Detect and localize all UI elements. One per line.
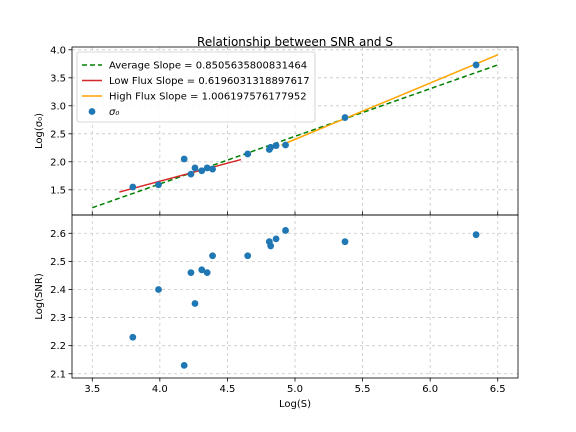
y-axis-label: Log(SNR) — [34, 273, 45, 320]
data-point — [267, 143, 275, 151]
data-point — [209, 252, 216, 260]
data-point — [129, 333, 137, 341]
data-point — [282, 141, 289, 149]
legend: Average Slope = 0.8505635800831464 Low Fl… — [76, 51, 316, 123]
data-point — [244, 150, 252, 158]
data-point — [203, 164, 211, 172]
fit-line-2 — [281, 54, 499, 146]
data-point — [341, 114, 349, 121]
top-panel: 1.5 2.0 2.5 3.0 3.5 4.0 Log(σ₀) Average Slope =… — [34, 45, 519, 216]
x-tick-label: 5.0 — [287, 384, 303, 395]
y-tick-label: 2.1 — [50, 369, 66, 380]
x-tick-label: 6.5 — [490, 384, 506, 395]
data-point — [180, 155, 188, 163]
data-point — [191, 300, 199, 307]
x-tick-label: 3.5 — [84, 384, 100, 395]
x-tick-label: 4.0 — [152, 384, 168, 395]
data-point — [282, 227, 289, 234]
data-point — [472, 61, 480, 69]
x-tick-label: 6.0 — [422, 384, 438, 395]
data-point — [198, 167, 206, 175]
x-tick-label: 5.5 — [355, 384, 371, 395]
y-tick-label: 4.0 — [50, 45, 66, 56]
data-point — [267, 242, 275, 250]
x-axis-label: Log(S) — [279, 399, 311, 410]
fit-line-1 — [119, 158, 242, 193]
data-point — [272, 235, 280, 243]
y-tick-label: 3.0 — [50, 101, 66, 112]
legend-entry-2: High Flux Slope = 1.006197576177952 — [109, 92, 307, 103]
y-tick-label: 2.6 — [50, 229, 66, 240]
data-point — [472, 231, 480, 239]
y-tick-label: 2.3 — [50, 313, 66, 324]
chart-title: Relationship between SNR and S — [197, 35, 393, 49]
data-point — [129, 183, 137, 191]
data-point — [187, 170, 195, 178]
legend-swatch-points — [88, 108, 96, 115]
legend-entry-1: Low Flux Slope = 0.6196031318897617 — [109, 76, 310, 87]
y-tick-label: 1.5 — [50, 185, 66, 196]
legend-box — [76, 51, 316, 123]
y-tick-label: 3.5 — [50, 73, 66, 84]
y-tick-label: 2.2 — [50, 341, 66, 352]
data-point — [209, 165, 216, 173]
x-tick-label: 4.5 — [219, 384, 235, 395]
data-point — [155, 181, 162, 189]
y-tick-label: 2.5 — [50, 129, 66, 140]
data-point — [180, 361, 188, 369]
legend-entry-points: σ₀ — [109, 107, 119, 118]
data-point — [198, 266, 206, 274]
bottom-panel: 2.1 2.2 2.3 2.4 2.5 2.6 Log(SNR) 3.5 4.0 4.5 5.0 5.… — [34, 214, 519, 395]
y-axis-label: Log(σ₀) — [34, 113, 45, 149]
data-point — [272, 142, 280, 149]
data-point — [244, 252, 252, 260]
data-point — [191, 164, 199, 172]
legend-entry-0: Average Slope = 0.8505635800831464 — [109, 61, 307, 72]
y-tick-label: 2.4 — [50, 285, 66, 296]
y-tick-label: 2.0 — [50, 157, 66, 168]
data-point — [187, 269, 195, 277]
data-point — [341, 238, 349, 246]
data-point — [155, 286, 162, 293]
data-point — [203, 269, 211, 277]
y-tick-label: 2.5 — [50, 257, 66, 268]
